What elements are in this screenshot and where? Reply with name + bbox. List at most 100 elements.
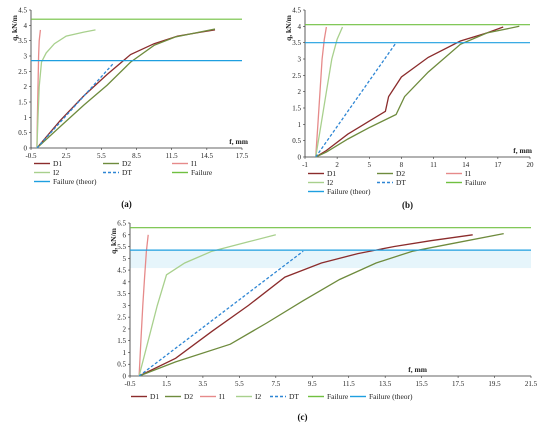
y-tick-label: 5.5 bbox=[117, 243, 126, 251]
legend-label: D1 bbox=[53, 159, 62, 168]
legend-label: D2 bbox=[122, 159, 131, 168]
y-tick-label: 4 bbox=[123, 278, 127, 286]
x-tick-label: 15.5 bbox=[416, 380, 429, 388]
series-d2-line bbox=[138, 232, 504, 377]
y-tick-label: 0.5 bbox=[117, 361, 126, 369]
chart-panel-c: 00.511.522.533.544.555.566.5-0.5 1.5 3.5 5.… bbox=[109, 220, 538, 423]
legend-label: D1 bbox=[150, 392, 159, 401]
y-tick-label: 2.5 bbox=[292, 72, 301, 80]
x-tick-label: 11.5 bbox=[343, 380, 355, 388]
series-d2-line bbox=[36, 28, 216, 149]
y-tick-label: 2 bbox=[24, 83, 28, 91]
panel-label: (b) bbox=[402, 200, 413, 210]
y-tick-label: 3.5 bbox=[18, 37, 27, 45]
y-tick-label: 1.5 bbox=[117, 337, 126, 345]
series-i1-line bbox=[315, 26, 328, 158]
y-tick-label: 6 bbox=[123, 231, 127, 239]
x-tick-label: 2.5 bbox=[62, 152, 71, 160]
y-tick-label: 4.5 bbox=[18, 7, 27, 15]
x-tick-label: 17.5 bbox=[452, 380, 465, 388]
x-tick-label: -1 bbox=[302, 161, 308, 169]
legend-label: Failure bbox=[465, 178, 487, 187]
x-tick-label: 3.5 bbox=[199, 380, 208, 388]
x-tick-label: -0.5 bbox=[25, 152, 37, 160]
x-tick-label: 5.5 bbox=[97, 152, 106, 160]
legend-label: Failure (theor) bbox=[327, 187, 371, 196]
x-tick-label: 14.5 bbox=[201, 152, 214, 160]
series-d2-line bbox=[315, 25, 520, 158]
x-tick-label: 5 bbox=[368, 161, 372, 169]
x-tick-label: 17.5 bbox=[236, 152, 249, 160]
y-tick-label: 3 bbox=[298, 56, 302, 64]
x-tick-label: 17 bbox=[494, 161, 502, 169]
y-tick-label: 0 bbox=[298, 154, 302, 162]
x-tick-label: 21.5 bbox=[525, 380, 538, 388]
x-tick-label: 11.5 bbox=[166, 152, 178, 160]
x-tick-label: 11 bbox=[430, 161, 437, 169]
chart-panel-a: 00.511.522.533.544.5-0.5 2.5 5.5 8.5 11.5 14.… bbox=[10, 7, 249, 210]
x-tick-label: -0.5 bbox=[124, 380, 136, 388]
legend-label: I2 bbox=[327, 178, 333, 187]
legend-label: DT bbox=[122, 168, 132, 177]
panel-label: (a) bbox=[121, 199, 132, 209]
y-tick-label: 3.5 bbox=[117, 290, 126, 298]
series-d1-line bbox=[36, 29, 216, 149]
x-tick-label: 14 bbox=[462, 161, 470, 169]
y-tick-label: 0.5 bbox=[18, 129, 27, 137]
y-tick-label: 1 bbox=[24, 114, 28, 122]
y-tick-label: 2 bbox=[123, 325, 127, 333]
legend-label: D1 bbox=[327, 169, 336, 178]
y-tick-label: 1.5 bbox=[18, 99, 27, 107]
y-tick-label: 1.5 bbox=[292, 105, 301, 113]
x-axis-label: f, mm bbox=[229, 137, 248, 146]
y-axis-label: q, kN/m bbox=[109, 227, 118, 254]
series-i1-line bbox=[138, 234, 149, 377]
y-tick-label: 3.5 bbox=[292, 39, 301, 47]
series-d1-line bbox=[138, 234, 473, 377]
legend-label: Failure bbox=[191, 168, 213, 177]
series-i2-line bbox=[315, 26, 344, 158]
x-tick-label: 9.5 bbox=[308, 380, 317, 388]
chart-panel-b: 0 0.5 1 1.5 2 2.5 3 3.5 4 4.5 -1 2 5 8 11 14 17 20 q, kN/m… bbox=[284, 7, 534, 211]
series-dt-line bbox=[36, 63, 114, 149]
y-tick-label: 5 bbox=[123, 255, 127, 263]
y-tick-label: 4.5 bbox=[292, 7, 301, 15]
legend-label: D2 bbox=[184, 392, 193, 401]
y-tick-label: 4 bbox=[298, 23, 302, 31]
y-tick-label: 1 bbox=[123, 349, 127, 357]
x-axis-label: f, mm bbox=[513, 146, 532, 155]
legend-label: I2 bbox=[255, 392, 261, 401]
x-axis-label: f, mm bbox=[408, 365, 427, 374]
x-tick-label: 20 bbox=[527, 161, 535, 169]
y-tick-label: 0 bbox=[24, 145, 28, 153]
y-tick-label: 3 bbox=[123, 302, 127, 310]
legend-label: DT bbox=[396, 178, 406, 187]
legend-label: DT bbox=[289, 392, 299, 401]
y-axis-label: q, kN/m bbox=[284, 14, 293, 41]
panel-label: (c) bbox=[298, 412, 308, 422]
x-tick-label: 8 bbox=[400, 161, 404, 169]
legend-label: Failure (theor) bbox=[369, 392, 413, 401]
y-tick-label: 1 bbox=[298, 121, 302, 129]
y-axis-label: q, kN/m bbox=[10, 14, 19, 41]
legend-label: I1 bbox=[219, 392, 225, 401]
legend-label: D2 bbox=[396, 169, 405, 178]
y-tick-label: 0 bbox=[123, 373, 127, 381]
legend-label: I2 bbox=[53, 168, 59, 177]
series-i2-line bbox=[36, 29, 96, 149]
y-tick-label: 4.5 bbox=[117, 267, 126, 275]
legend-label: I1 bbox=[465, 169, 471, 178]
y-tick-label: 2.5 bbox=[117, 314, 126, 322]
y-tick-label: 3 bbox=[24, 53, 28, 61]
y-tick-label: 2 bbox=[298, 88, 302, 96]
legend-label: Failure (theor) bbox=[53, 177, 97, 186]
x-tick-label: 7.5 bbox=[271, 380, 280, 388]
legend-label: Failure bbox=[327, 392, 349, 401]
series-dt-line bbox=[138, 250, 304, 377]
x-tick-label: 1.5 bbox=[162, 380, 171, 388]
y-tick-label: 6.5 bbox=[117, 220, 126, 228]
y-tick-label: 2.5 bbox=[18, 68, 27, 76]
series-i2-line bbox=[138, 234, 276, 377]
x-tick-label: 8.5 bbox=[132, 152, 141, 160]
